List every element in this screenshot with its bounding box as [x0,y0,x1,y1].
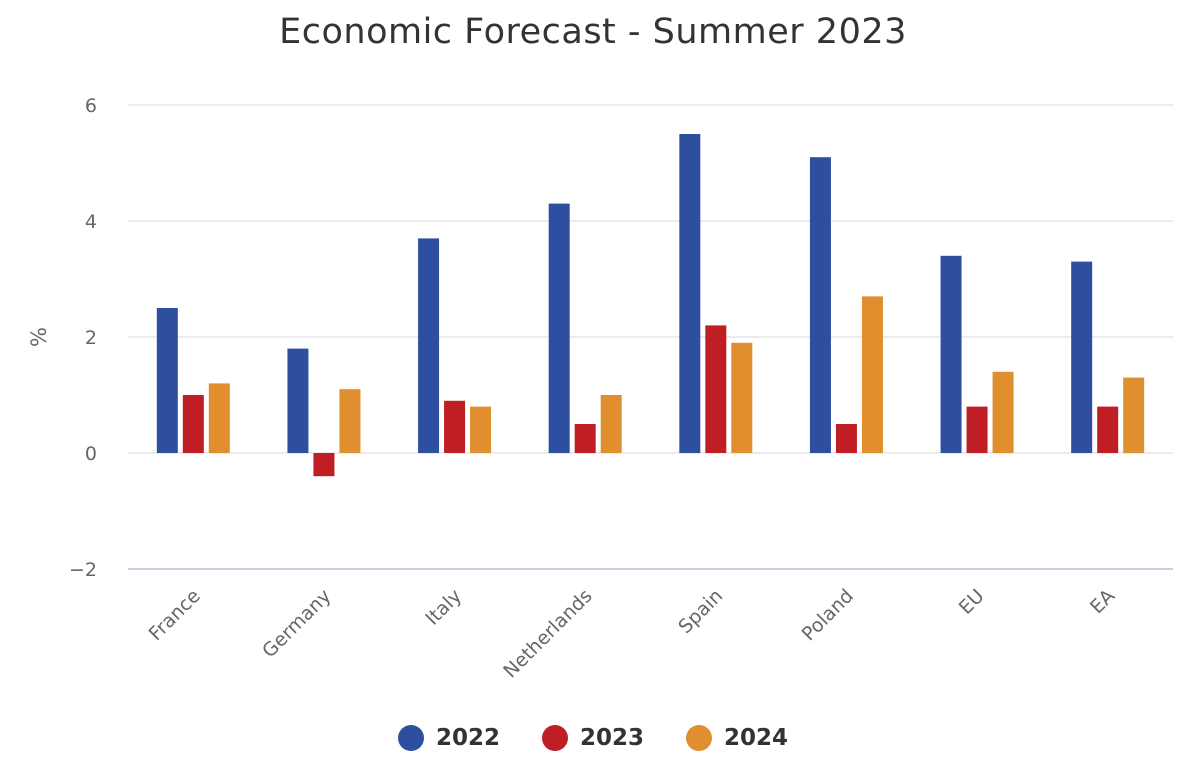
bar-2022-netherlands[interactable] [548,203,570,453]
bar-2022-germany[interactable] [287,348,309,453]
bar-2023-spain[interactable] [705,325,727,453]
bar-2023-poland[interactable] [835,424,857,453]
bar-2024-italy[interactable] [470,406,492,453]
y-tick-label: 6 [85,95,97,117]
bar-2023-ea[interactable] [1097,406,1119,453]
y-tick-label: −2 [69,559,97,581]
y-axis-title: % [27,327,51,347]
bar-2022-italy[interactable] [418,238,440,453]
bar-2023-italy[interactable] [444,400,466,453]
category-label: Germany [258,585,335,662]
chart-title: Economic Forecast - Summer 2023 [279,12,907,52]
legend-item-2022[interactable]: 2022 [397,725,500,751]
y-tick-label: 4 [85,211,97,233]
bar-2024-eu[interactable] [992,371,1014,453]
bar-2022-france[interactable] [156,308,178,453]
legend-marker-icon [686,725,712,751]
bar-2022-spain[interactable] [679,134,701,453]
bar-2023-france[interactable] [182,395,204,453]
legend: 2022 2023 2024 [0,725,1186,751]
bar-2024-germany[interactable] [339,389,361,453]
category-label: Spain [674,585,727,638]
category-label: EA [1086,585,1119,618]
y-tick-label: 2 [85,327,97,349]
category-label: Poland [798,585,858,645]
category-label: France [145,585,205,645]
bar-2022-eu[interactable] [940,255,962,453]
legend-label: 2022 [435,725,500,751]
bar-2022-poland[interactable] [809,157,831,453]
bar-2023-netherlands[interactable] [574,424,596,453]
bar-2023-germany[interactable] [313,453,335,477]
category-label: Netherlands [499,585,596,682]
legend-label: 2023 [579,725,644,751]
y-tick-label: 0 [85,443,97,465]
bar-2023-eu[interactable] [966,406,988,453]
category-label: EU [955,585,989,619]
bar-2024-netherlands[interactable] [600,395,622,453]
legend-marker-icon [397,725,424,751]
x-axis-categories: France Germany Italy Netherlands Spain Poland… [145,585,1120,682]
legend-item-2023[interactable]: 2023 [541,725,644,751]
bar-2024-ea[interactable] [1123,377,1145,453]
category-label: Italy [421,585,466,630]
legend-marker-icon [541,725,568,751]
bar-2024-france[interactable] [208,383,230,453]
legend-item-2024[interactable]: 2024 [686,725,788,751]
legend-label: 2024 [724,725,789,751]
bar-2024-poland[interactable] [861,296,883,453]
bar-2022-ea[interactable] [1071,261,1093,453]
gridlines [128,104,1173,570]
bars [156,134,1145,477]
y-axis-ticks: −2 0 2 4 6 [69,95,97,581]
bar-2024-spain[interactable] [731,342,753,453]
